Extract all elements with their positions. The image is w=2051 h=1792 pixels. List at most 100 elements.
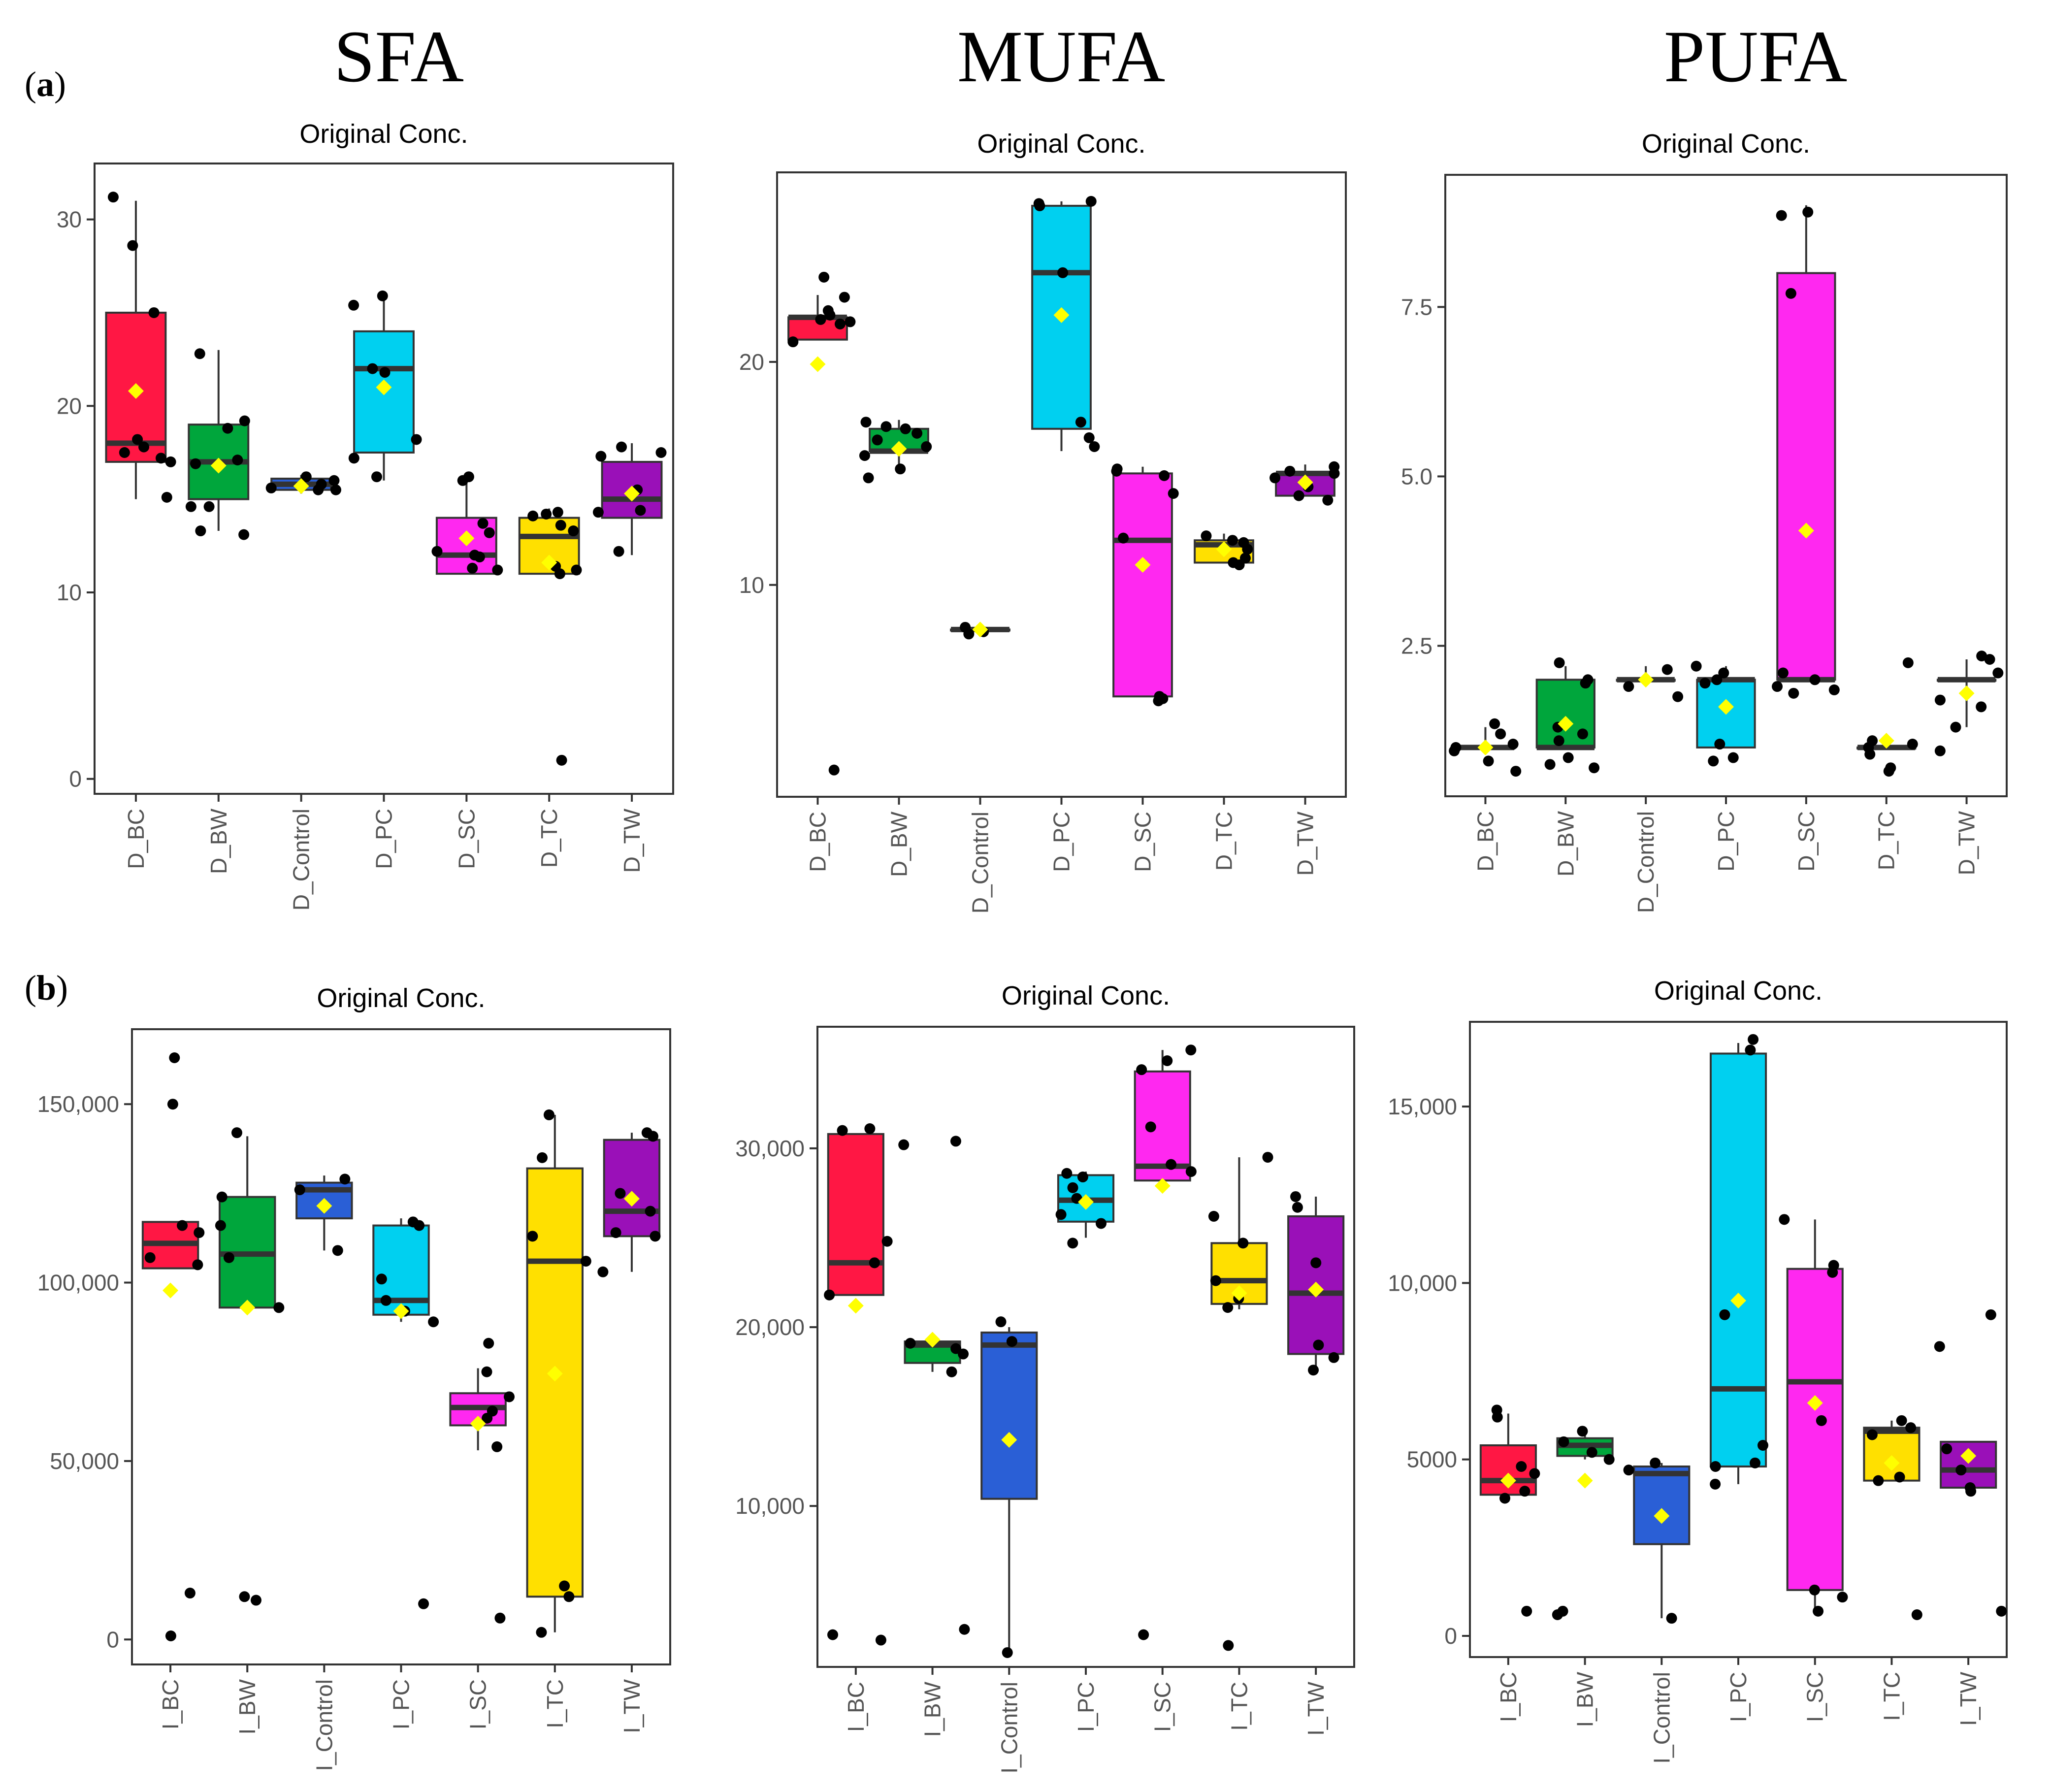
chart-title: Original Conc. [1002,981,1170,1010]
data-point [543,1109,554,1120]
data-point [1499,1493,1510,1504]
x-tick-label: D_TW [1293,811,1318,876]
x-tick-label: I_BC [158,1679,183,1729]
data-point [1270,472,1281,484]
x-tick-label: I_PC [1725,1672,1751,1722]
data-point [1866,1429,1878,1440]
chart-b-mufa: Original Conc. 10,000 20,000 30,000 I_BC I_BW… [735,981,1355,1774]
data-point [860,417,872,428]
data-point [1492,1411,1503,1423]
data-point [1911,1609,1922,1620]
data-point [273,1302,285,1313]
x-tick-label: D_PC [1049,812,1074,872]
data-point [1772,681,1783,692]
data-point [194,1227,205,1238]
data-point [1941,1443,1953,1455]
x-tick-label: I_BW [234,1679,260,1734]
data-point [1153,695,1164,707]
data-point [1984,654,1995,665]
box-I_Control [294,1173,353,1256]
data-point [482,1412,493,1424]
x-tick-label: D_BC [123,809,149,869]
data-point [1902,657,1914,668]
data-point [1710,1478,1721,1490]
data-point [294,1184,305,1196]
plot-frame [131,1028,671,1665]
box-I_PC [1709,1034,1768,1490]
y-tick-label: 30,000 [735,1136,805,1161]
data-point [536,1627,547,1638]
mean-marker [972,621,988,638]
data-point [556,754,567,766]
y-tick-label: 2.5 [1401,633,1432,658]
data-point [1166,1159,1177,1170]
row-label-b-letter: b [36,968,57,1008]
data-point [1185,1166,1197,1177]
chart-title: Original Conc. [977,129,1145,159]
row-label-a: (a) [25,65,66,104]
data-point [1308,1365,1319,1376]
mean-marker [1231,1285,1247,1302]
mean-marker [1558,716,1574,732]
mean-marker [1878,733,1894,749]
data-point [1672,691,1684,702]
data-point [1329,468,1340,479]
data-point [1510,766,1522,777]
x-tick-label: I_SC [465,1679,491,1729]
box-I_BC [141,1052,205,1642]
data-point [239,415,250,426]
data-point [1907,739,1918,750]
box-D_TC [1194,530,1254,571]
data-point [1237,1238,1249,1249]
data-point [837,1125,848,1136]
data-point [615,1188,626,1199]
mean-marker [1154,1178,1171,1194]
data-point [905,1337,916,1349]
data-point [595,451,607,462]
mean-marker [624,486,640,502]
data-point [1554,657,1565,668]
data-point [132,434,143,445]
y-tick-label: 20 [57,393,82,419]
data-point [477,518,488,529]
x-tick-label: D_BC [805,812,831,872]
mean-marker [458,530,475,547]
data-point [559,1580,570,1592]
mean-marker [376,379,392,395]
chart-title: Original Conc. [1642,129,1810,159]
data-point [484,527,495,538]
chart-a-mufa: Original Conc. 10 20 D_BC D_BW D_Control D_PC D… [739,129,1347,913]
data-point [379,367,391,378]
data-point [563,1591,575,1602]
box-D_BC [787,271,856,776]
box-I_TW [1287,1191,1345,1376]
mean-marker [1308,1281,1324,1298]
y-tick-label: 0 [1444,1623,1457,1649]
box-I_BW [1552,1426,1615,1620]
data-point [1284,465,1296,477]
box-I_BW [898,1136,970,1635]
data-point [1544,759,1556,770]
x-tick-label: D_SC [1130,812,1156,872]
data-point [1623,681,1634,692]
box-D_SC [1772,205,1840,699]
data-point [1785,288,1796,299]
mean-marker [924,1332,941,1348]
x-tick-label: D_TW [1954,811,1980,875]
x-tick-label: I_Control [311,1679,337,1771]
data-point [912,427,923,439]
chart-b-pufa: Original Conc. 0 5000 10,000 15,000 I_BC I_BW I… [1388,976,2008,1764]
data-point [864,1123,876,1134]
data-point [216,1191,228,1203]
data-point [138,441,150,453]
row-label-a-letter: a [36,65,54,104]
data-point [431,546,443,557]
data-point [330,484,342,495]
box-D_PC [1691,660,1756,767]
data-point [880,421,892,432]
data-point [348,453,359,464]
data-point [613,546,624,557]
y-tick-label: 20 [739,349,764,375]
data-point [995,1316,1007,1328]
